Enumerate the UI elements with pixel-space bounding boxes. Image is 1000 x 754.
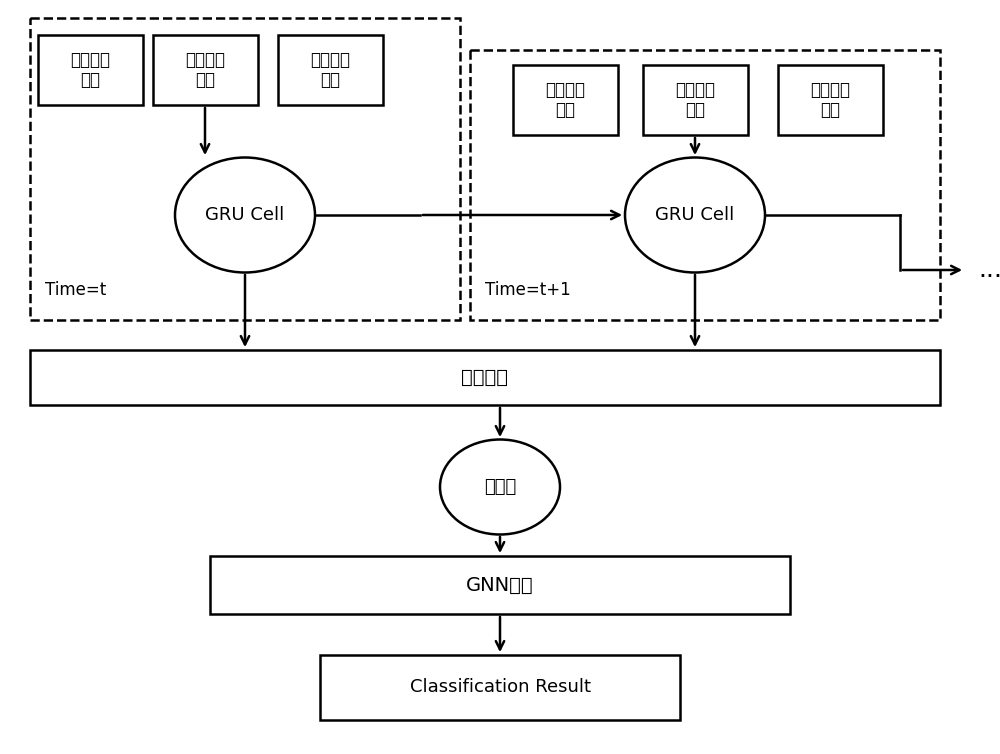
Text: 图数据: 图数据 [484, 478, 516, 496]
Text: 枚举类型
字段: 枚举类型 字段 [545, 81, 585, 119]
Text: Time=t: Time=t [45, 281, 106, 299]
Bar [643, 65, 748, 135]
Text: GNN模型: GNN模型 [466, 575, 534, 594]
Bar [30, 18, 460, 320]
Text: GRU Cell: GRU Cell [205, 206, 285, 224]
Text: 时间类型
字段: 时间类型 字段 [310, 51, 350, 90]
Ellipse shape [175, 158, 315, 272]
Text: ...: ... [978, 258, 1000, 282]
Ellipse shape [440, 440, 560, 535]
Ellipse shape [625, 158, 765, 272]
Bar [210, 556, 790, 614]
Text: Time=t+1: Time=t+1 [485, 281, 571, 299]
Bar [38, 35, 143, 105]
Bar [513, 65, 618, 135]
Bar [778, 65, 883, 135]
Text: Classification Result: Classification Result [410, 679, 590, 697]
Bar [30, 350, 940, 405]
Text: 数值类型
字段: 数值类型 字段 [185, 51, 225, 90]
Text: 数值类型
字段: 数值类型 字段 [675, 81, 715, 119]
Bar [153, 35, 258, 105]
Text: 图构建层: 图构建层 [462, 368, 509, 387]
Bar [470, 50, 940, 320]
Text: 时间类型
字段: 时间类型 字段 [810, 81, 850, 119]
Bar [278, 35, 383, 105]
Bar [320, 655, 680, 720]
Text: GRU Cell: GRU Cell [655, 206, 735, 224]
Text: 枚举类型
字段: 枚举类型 字段 [70, 51, 110, 90]
